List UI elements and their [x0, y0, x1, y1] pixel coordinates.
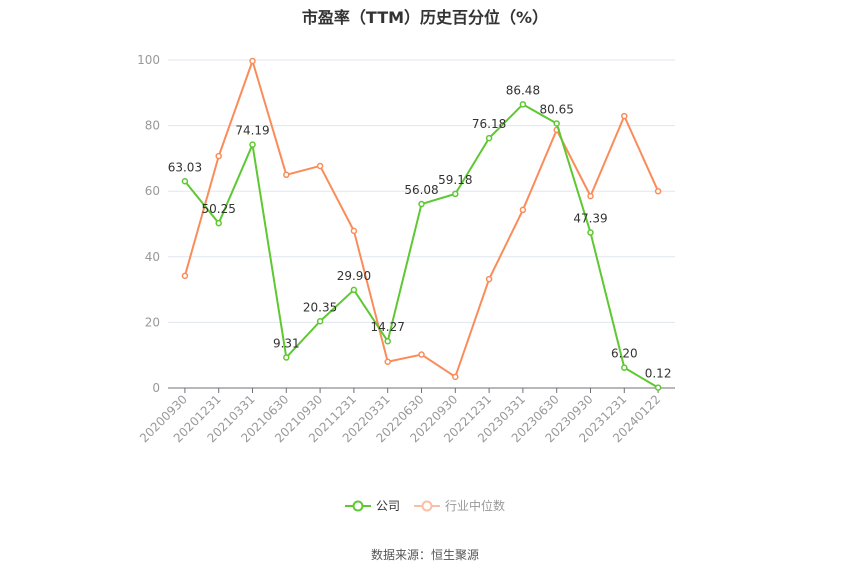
- data-label: 29.90: [337, 269, 371, 283]
- data-point[interactable]: [452, 373, 459, 381]
- data-point[interactable]: [587, 192, 594, 200]
- legend-item-company[interactable]: 公司: [344, 497, 400, 514]
- data-point[interactable]: [283, 354, 290, 361]
- data-label: 63.03: [168, 160, 202, 174]
- data-label: 50.25: [202, 202, 236, 216]
- company-line-icon: [344, 500, 371, 511]
- data-point[interactable]: [621, 112, 628, 120]
- data-label: 9.31: [273, 336, 300, 350]
- legend: 公司 行业中位数: [0, 497, 850, 514]
- data-label: 86.48: [506, 83, 540, 97]
- data-source: 数据来源：恒生聚源: [370, 548, 479, 562]
- data-point[interactable]: [452, 190, 459, 198]
- data-point[interactable]: [654, 384, 662, 391]
- data-point[interactable]: [485, 275, 493, 283]
- data-point[interactable]: [654, 187, 662, 195]
- y-tick-label: 80: [145, 119, 160, 133]
- data-point[interactable]: [418, 351, 425, 358]
- data-label: 20.35: [303, 300, 337, 314]
- data-point[interactable]: [621, 364, 628, 371]
- data-point[interactable]: [316, 318, 324, 325]
- data-point[interactable]: [418, 200, 425, 208]
- data-point[interactable]: [485, 134, 493, 142]
- legend-item-industry[interactable]: 行业中位数: [414, 497, 505, 514]
- legend-label-industry: 行业中位数: [445, 499, 506, 513]
- data-point[interactable]: [384, 358, 391, 366]
- company-series[interactable]: [181, 101, 662, 391]
- y-axis-labels: 0 20 40 60 80 100: [137, 53, 160, 395]
- y-tick-label: 40: [145, 250, 160, 264]
- data-point[interactable]: [587, 229, 594, 236]
- data-label: 47.39: [573, 212, 607, 226]
- data-point[interactable]: [215, 152, 222, 160]
- data-point[interactable]: [181, 272, 189, 280]
- industry-line-icon: [414, 500, 440, 511]
- data-point[interactable]: [181, 178, 189, 185]
- data-point[interactable]: [519, 101, 527, 108]
- data-point[interactable]: [350, 286, 358, 294]
- data-point[interactable]: [316, 162, 324, 170]
- x-axis: 2020093020201231202103312021063020210930…: [137, 387, 675, 445]
- data-label: 76.18: [472, 117, 506, 131]
- data-label: 80.65: [540, 102, 574, 116]
- y-tick-label: 100: [137, 53, 160, 67]
- data-label: 0.12: [645, 367, 672, 381]
- data-label: 59.18: [438, 173, 472, 187]
- data-point[interactable]: [283, 171, 290, 179]
- data-point[interactable]: [553, 120, 560, 127]
- data-label: 6.20: [611, 347, 638, 361]
- grid-lines: [168, 59, 675, 323]
- data-point[interactable]: [384, 337, 391, 345]
- data-label: 56.08: [404, 183, 438, 197]
- data-point[interactable]: [350, 227, 358, 235]
- data-label: 74.19: [235, 124, 269, 138]
- y-tick-label: 60: [145, 184, 160, 198]
- line-chart: 0 20 40 60 80 100 202009302020123120210331202…: [137, 53, 675, 445]
- chart-title: 市盈率（TTM）历史百分位（%）: [301, 8, 549, 27]
- data-labels: 63.03 50.25 74.19 9.31 20.35 29.90 14.27 56.085…: [168, 83, 672, 380]
- data-point[interactable]: [519, 206, 527, 214]
- data-point[interactable]: [215, 219, 222, 227]
- legend-label-company: 公司: [375, 499, 400, 513]
- y-tick-label: 0: [152, 381, 160, 395]
- y-tick-label: 20: [145, 315, 160, 329]
- data-point[interactable]: [249, 141, 256, 148]
- data-label: 14.27: [371, 320, 405, 334]
- data-point[interactable]: [249, 57, 256, 65]
- industry-median-series[interactable]: [181, 57, 662, 381]
